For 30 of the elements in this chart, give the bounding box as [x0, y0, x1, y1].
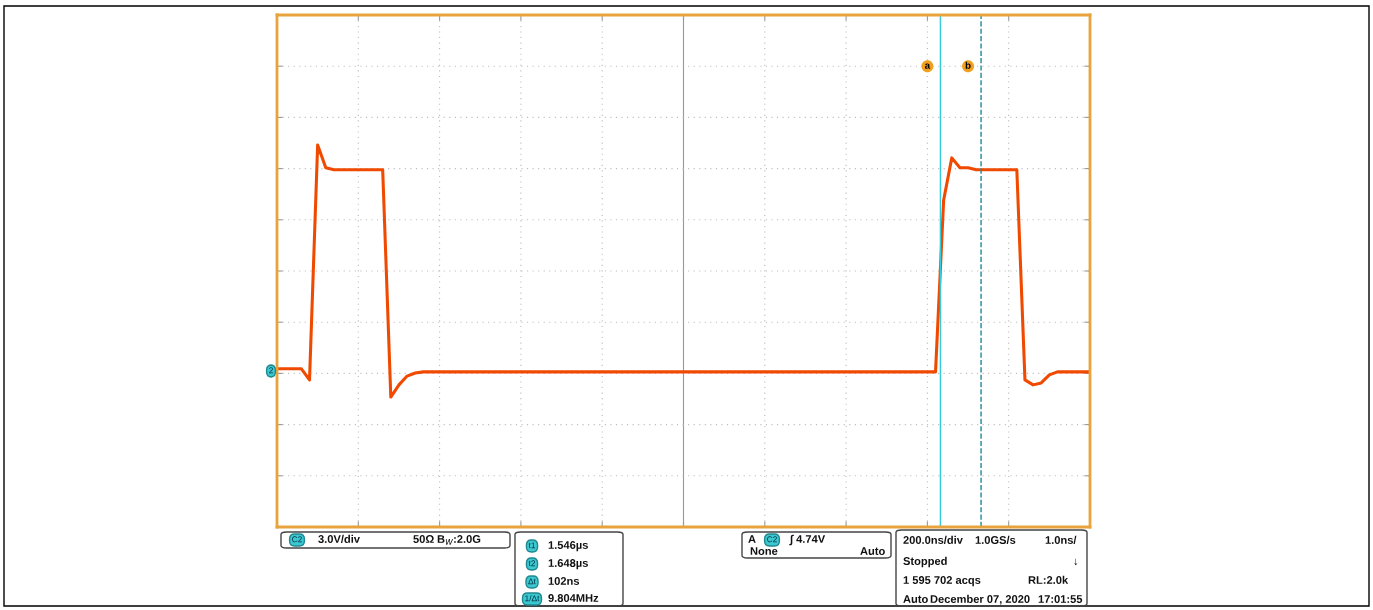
text: 50Ω: [413, 535, 434, 543]
text: t1: [528, 542, 536, 549]
text: 1.546µs: [548, 541, 588, 552]
text: 1.0GS/s: [975, 535, 1016, 545]
text: Δt: [528, 578, 536, 585]
text: b: [965, 61, 971, 69]
text: None: [750, 547, 778, 555]
text: 200.0ns/div: [903, 535, 963, 545]
text: 9.804MHz: [548, 594, 599, 602]
text: Auto: [903, 595, 928, 603]
text: C2: [292, 536, 302, 543]
text: Stopped: [903, 556, 947, 568]
text: A: [748, 535, 756, 543]
text: ↓: [1074, 558, 1078, 566]
text: ∫ 4.74V: [789, 534, 826, 546]
text: 1/Δt: [525, 595, 540, 602]
text: a: [924, 63, 931, 69]
text: December 07, 2020: [930, 594, 1030, 605]
text: 102ns: [548, 577, 580, 585]
text: t2: [528, 560, 536, 567]
text: 3.0V/div: [318, 534, 360, 544]
text: Auto: [860, 547, 885, 555]
text: 1.0ns/: [1045, 535, 1077, 545]
text: C2: [767, 536, 777, 543]
text: 1.648µs: [548, 559, 588, 570]
text: 2: [269, 367, 273, 374]
text: 17:01:55: [1038, 595, 1083, 603]
text: RL:2.0k: [1028, 575, 1069, 584]
text: B$_{W}$:2.0G: [437, 535, 481, 545]
text: 1 595 702 acqs: [903, 576, 981, 587]
